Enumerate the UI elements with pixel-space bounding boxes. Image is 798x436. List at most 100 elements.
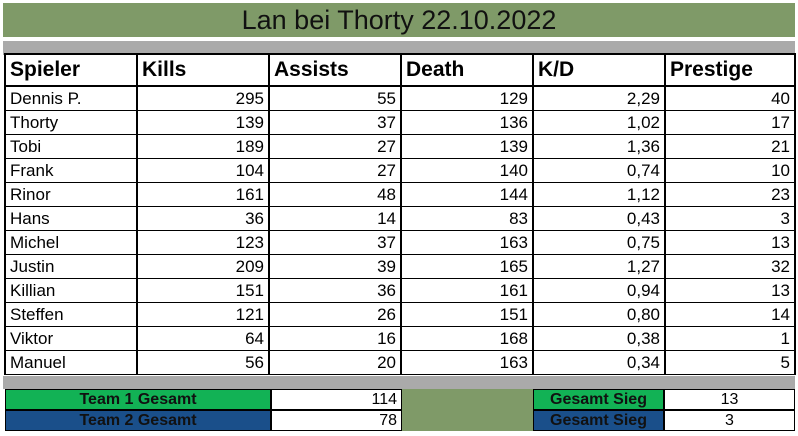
player-name-cell[interactable]: Thorty	[4, 110, 138, 135]
team1-total-value[interactable]: 114	[271, 389, 402, 410]
kd-cell[interactable]: 0,43	[532, 206, 666, 231]
kd-cell[interactable]: 0,75	[532, 230, 666, 255]
assists-cell[interactable]: 16	[268, 326, 402, 351]
deaths-cell[interactable]: 168	[400, 326, 534, 351]
prestige-cell[interactable]: 14	[664, 302, 796, 327]
prestige-cell[interactable]: 17	[664, 110, 796, 135]
assists-cell[interactable]: 27	[268, 134, 402, 159]
column-header-prestige[interactable]: Prestige	[664, 53, 796, 87]
player-name-cell[interactable]: Manuel	[4, 350, 138, 375]
kills-cell[interactable]: 56	[136, 350, 270, 375]
team1-wins-value[interactable]: 13	[664, 389, 795, 410]
player-name-cell[interactable]: Dennis P.	[4, 85, 138, 111]
kd-cell[interactable]: 1,02	[532, 110, 666, 135]
assists-cell[interactable]: 39	[268, 254, 402, 279]
player-name-cell[interactable]: Killian	[4, 278, 138, 303]
team2-total-value[interactable]: 78	[271, 410, 402, 431]
prestige-cell[interactable]: 32	[664, 254, 796, 279]
kills-cell[interactable]: 209	[136, 254, 270, 279]
kills-cell[interactable]: 123	[136, 230, 270, 255]
deaths-cell[interactable]: 151	[400, 302, 534, 327]
kd-cell[interactable]: 0,34	[532, 350, 666, 375]
header-row: Spieler Kills Assists Death K/D Prestige	[4, 53, 796, 87]
player-name-cell[interactable]: Tobi	[4, 134, 138, 159]
deaths-cell[interactable]: 140	[400, 158, 534, 183]
table-row: Dennis P. 295 55 129 2,29 40	[4, 85, 796, 111]
deaths-cell[interactable]: 144	[400, 182, 534, 207]
deaths-cell[interactable]: 129	[400, 85, 534, 111]
table-row: Tobi 189 27 139 1,36 21	[4, 134, 796, 159]
assists-cell[interactable]: 37	[268, 110, 402, 135]
table-row: Viktor 64 16 168 0,38 1	[4, 326, 796, 351]
player-name-cell[interactable]: Steffen	[4, 302, 138, 327]
player-name-cell[interactable]: Viktor	[4, 326, 138, 351]
prestige-cell[interactable]: 21	[664, 134, 796, 159]
assists-cell[interactable]: 48	[268, 182, 402, 207]
sheet-title: Lan bei Thorty 22.10.2022	[3, 3, 795, 37]
kills-cell[interactable]: 295	[136, 85, 270, 111]
table-row: Rinor 161 48 144 1,12 23	[4, 182, 796, 207]
kills-cell[interactable]: 189	[136, 134, 270, 159]
assists-cell[interactable]: 26	[268, 302, 402, 327]
separator-band-bottom	[3, 376, 795, 389]
kd-cell[interactable]: 2,29	[532, 85, 666, 111]
prestige-cell[interactable]: 13	[664, 230, 796, 255]
column-header-kills[interactable]: Kills	[136, 53, 270, 87]
team2-wins-value[interactable]: 3	[664, 410, 795, 431]
player-name-cell[interactable]: Justin	[4, 254, 138, 279]
assists-cell[interactable]: 14	[268, 206, 402, 231]
team2-wins-label: Gesamt Sieg	[533, 410, 664, 431]
table-row: Frank 104 27 140 0,74 10	[4, 158, 796, 183]
column-header-deaths[interactable]: Death	[400, 53, 534, 87]
player-name-cell[interactable]: Rinor	[4, 182, 138, 207]
player-stats-table: Spieler Kills Assists Death K/D Prestige…	[4, 53, 796, 375]
column-header-assists[interactable]: Assists	[268, 53, 402, 87]
kills-cell[interactable]: 64	[136, 326, 270, 351]
prestige-cell[interactable]: 1	[664, 326, 796, 351]
player-name-cell[interactable]: Hans	[4, 206, 138, 231]
deaths-cell[interactable]: 83	[400, 206, 534, 231]
assists-cell[interactable]: 37	[268, 230, 402, 255]
assists-cell[interactable]: 55	[268, 85, 402, 111]
kd-cell[interactable]: 1,36	[532, 134, 666, 159]
deaths-cell[interactable]: 139	[400, 134, 534, 159]
assists-cell[interactable]: 20	[268, 350, 402, 375]
deaths-cell[interactable]: 163	[400, 230, 534, 255]
kills-cell[interactable]: 151	[136, 278, 270, 303]
kd-cell[interactable]: 0,80	[532, 302, 666, 327]
assists-cell[interactable]: 27	[268, 158, 402, 183]
deaths-cell[interactable]: 165	[400, 254, 534, 279]
spreadsheet: Lan bei Thorty 22.10.2022 Team 1 Gesamt …	[3, 3, 795, 435]
deaths-cell[interactable]: 163	[400, 350, 534, 375]
table-row: Manuel 56 20 163 0,34 5	[4, 350, 796, 375]
prestige-cell[interactable]: 23	[664, 182, 796, 207]
kills-cell[interactable]: 161	[136, 182, 270, 207]
kills-cell[interactable]: 121	[136, 302, 270, 327]
column-header-kd[interactable]: K/D	[532, 53, 666, 87]
kd-cell[interactable]: 0,94	[532, 278, 666, 303]
kd-cell[interactable]: 1,27	[532, 254, 666, 279]
kd-cell[interactable]: 1,12	[532, 182, 666, 207]
kills-cell[interactable]: 36	[136, 206, 270, 231]
prestige-cell[interactable]: 10	[664, 158, 796, 183]
prestige-cell[interactable]: 3	[664, 206, 796, 231]
player-name-cell[interactable]: Frank	[4, 158, 138, 183]
prestige-cell[interactable]: 40	[664, 85, 796, 111]
kd-cell[interactable]: 0,38	[532, 326, 666, 351]
assists-cell[interactable]: 36	[268, 278, 402, 303]
kd-cell[interactable]: 0,74	[532, 158, 666, 183]
prestige-cell[interactable]: 13	[664, 278, 796, 303]
player-name-cell[interactable]: Michel	[4, 230, 138, 255]
prestige-cell[interactable]: 5	[664, 350, 796, 375]
summary-filler	[402, 389, 533, 431]
team1-wins-label: Gesamt Sieg	[533, 389, 664, 410]
table-row: Thorty 139 37 136 1,02 17	[4, 110, 796, 135]
kills-cell[interactable]: 104	[136, 158, 270, 183]
deaths-cell[interactable]: 136	[400, 110, 534, 135]
column-header-player[interactable]: Spieler	[4, 53, 138, 87]
deaths-cell[interactable]: 161	[400, 278, 534, 303]
kills-cell[interactable]: 139	[136, 110, 270, 135]
team2-total-label: Team 2 Gesamt	[5, 410, 271, 431]
table-row: Justin 209 39 165 1,27 32	[4, 254, 796, 279]
table-row: Killian 151 36 161 0,94 13	[4, 278, 796, 303]
